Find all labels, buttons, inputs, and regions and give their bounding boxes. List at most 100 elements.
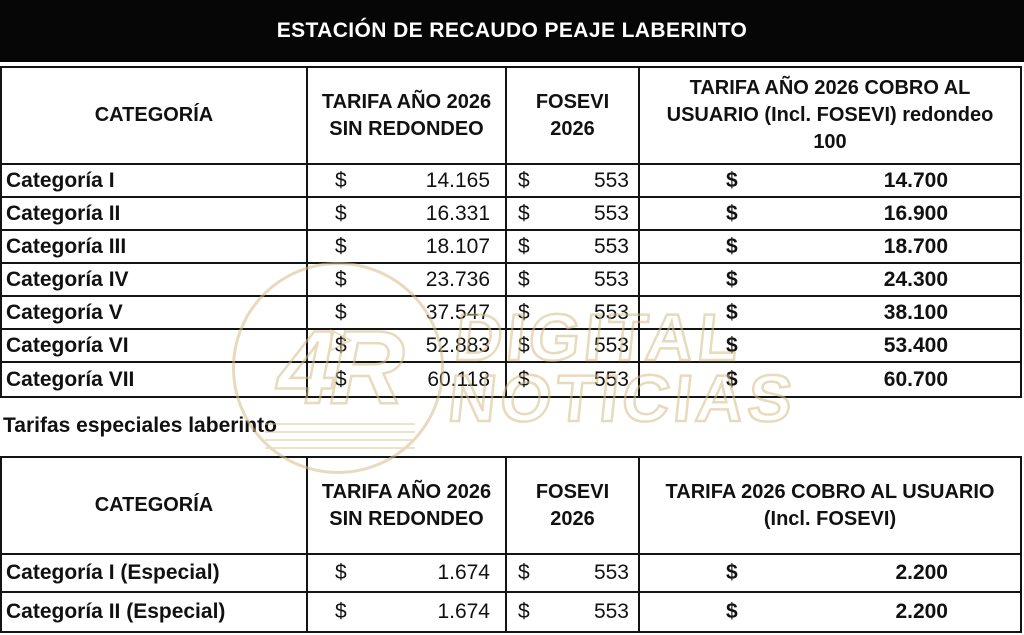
category-cell: Categoría II	[2, 198, 308, 229]
fosevi-value: 553	[593, 561, 629, 584]
currency-symbol: $	[726, 300, 738, 324]
cobro-cell: $2.200	[640, 555, 1020, 591]
fosevi-value: 553	[593, 300, 629, 324]
table-row: Categoría V $37.547 $553 $38.100	[2, 297, 1020, 330]
currency-symbol: $	[335, 267, 347, 291]
currency-symbol: $	[518, 333, 530, 357]
currency-symbol: $	[518, 234, 530, 258]
currency-symbol: $	[726, 561, 738, 584]
main-tariff-table: CATEGORÍA TARIFA AÑO 2026 SIN REDONDEO F…	[0, 66, 1022, 398]
tarifa-value: 1.674	[437, 561, 490, 584]
category-cell: Categoría VI	[2, 330, 308, 361]
special-tariff-table: CATEGORÍA TARIFA AÑO 2026 SIN REDONDEO F…	[0, 456, 1022, 633]
currency-symbol: $	[518, 561, 530, 584]
fosevi-value: 553	[593, 600, 629, 623]
fosevi-cell: $553	[507, 330, 640, 361]
header-categoria: CATEGORÍA	[2, 68, 308, 163]
currency-symbol: $	[518, 168, 530, 192]
table-row: Categoría II (Especial) $1.674 $553 $2.2…	[2, 593, 1020, 631]
fosevi-cell: $553	[507, 165, 640, 196]
cobro-value: 24.300	[883, 267, 948, 291]
cobro-cell: $16.900	[640, 198, 1020, 229]
cobro-value: 2.200	[895, 561, 948, 584]
cobro-cell: $53.400	[640, 330, 1020, 361]
cobro-value: 18.700	[883, 234, 948, 258]
currency-symbol: $	[518, 600, 530, 623]
fosevi-cell: $553	[507, 264, 640, 295]
currency-symbol: $	[726, 600, 738, 623]
currency-symbol: $	[335, 234, 347, 258]
fosevi-cell: $553	[507, 297, 640, 328]
header-cobro-usuario: TARIFA 2026 COBRO AL USUARIO (Incl. FOSE…	[665, 480, 995, 530]
header-tarifa-sin-redondeo: TARIFA AÑO 2026 SIN REDONDEO	[308, 458, 507, 553]
table-row: Categoría III $18.107 $553 $18.700	[2, 231, 1020, 264]
currency-symbol: $	[726, 201, 738, 225]
category-cell: Categoría I	[2, 165, 308, 196]
tarifa-value: 18.107	[425, 234, 490, 258]
currency-symbol: $	[518, 201, 530, 225]
header-cobro-usuario: TARIFA AÑO 2026 COBRO AL USUARIO (Incl. …	[666, 77, 994, 153]
tarifa-value: 1.674	[437, 600, 490, 623]
tarifa-cell: $14.165	[308, 165, 507, 196]
cobro-cell: $14.700	[640, 165, 1020, 196]
tarifa-value: 16.331	[425, 201, 490, 225]
special-tariffs-section-label: Tarifas especiales laberinto	[3, 414, 277, 437]
header-categoria: CATEGORÍA	[2, 458, 308, 553]
fosevi-cell: $553	[507, 593, 640, 631]
fosevi-cell: $553	[507, 363, 640, 396]
fosevi-value: 553	[593, 267, 629, 291]
special-table-header-row: CATEGORÍA TARIFA AÑO 2026 SIN REDONDEO F…	[2, 458, 1020, 555]
table-row: Categoría II $16.331 $553 $16.900	[2, 198, 1020, 231]
category-cell: Categoría VII	[2, 363, 308, 396]
main-table-header-row: CATEGORÍA TARIFA AÑO 2026 SIN REDONDEO F…	[2, 68, 1020, 165]
tarifa-cell: $1.674	[308, 555, 507, 591]
table-row: Categoría VI $52.883 $553 $53.400	[2, 330, 1020, 363]
fosevi-value: 553	[593, 234, 629, 258]
tarifa-cell: $52.883	[308, 330, 507, 361]
category-cell: Categoría IV	[2, 264, 308, 295]
fosevi-cell: $553	[507, 198, 640, 229]
cobro-cell: $24.300	[640, 264, 1020, 295]
header-fosevi: FOSEVI 2026	[507, 458, 640, 553]
cobro-cell: $18.700	[640, 231, 1020, 262]
table-row: Categoría I (Especial) $1.674 $553 $2.20…	[2, 555, 1020, 593]
currency-symbol: $	[726, 234, 738, 258]
fosevi-value: 553	[593, 367, 629, 391]
currency-symbol: $	[726, 367, 738, 391]
cobro-value: 2.200	[895, 600, 948, 623]
currency-symbol: $	[335, 168, 347, 192]
document-title-bar: ESTACIÓN DE RECAUDO PEAJE LABERINTO	[0, 0, 1024, 62]
currency-symbol: $	[335, 561, 347, 584]
currency-symbol: $	[335, 333, 347, 357]
table-row: Categoría I $14.165 $553 $14.700	[2, 165, 1020, 198]
currency-symbol: $	[726, 267, 738, 291]
tarifa-value: 37.547	[425, 300, 490, 324]
currency-symbol: $	[518, 267, 530, 291]
category-cell: Categoría I (Especial)	[2, 555, 308, 591]
category-cell: Categoría V	[2, 297, 308, 328]
currency-symbol: $	[518, 300, 530, 324]
cobro-cell: $60.700	[640, 363, 1020, 396]
table-row: Categoría VII $60.118 $553 $60.700	[2, 363, 1020, 396]
tarifa-cell: $23.736	[308, 264, 507, 295]
cobro-value: 38.100	[883, 300, 948, 324]
tarifa-cell: $16.331	[308, 198, 507, 229]
fosevi-cell: $553	[507, 231, 640, 262]
header-tarifa-sin-redondeo: TARIFA AÑO 2026 SIN REDONDEO	[308, 68, 507, 163]
cobro-value: 53.400	[883, 333, 948, 357]
cobro-cell: $2.200	[640, 593, 1020, 631]
tarifa-value: 14.165	[425, 168, 490, 192]
tarifa-cell: $37.547	[308, 297, 507, 328]
currency-symbol: $	[335, 201, 347, 225]
fosevi-cell: $553	[507, 555, 640, 591]
category-cell: Categoría II (Especial)	[2, 593, 308, 631]
currency-symbol: $	[518, 367, 530, 391]
tarifa-cell: $18.107	[308, 231, 507, 262]
fosevi-value: 553	[593, 168, 629, 192]
cobro-value: 16.900	[883, 201, 948, 225]
tarifa-value: 23.736	[425, 267, 490, 291]
cobro-cell: $38.100	[640, 297, 1020, 328]
category-cell: Categoría III	[2, 231, 308, 262]
tarifa-cell: $60.118	[308, 363, 507, 396]
